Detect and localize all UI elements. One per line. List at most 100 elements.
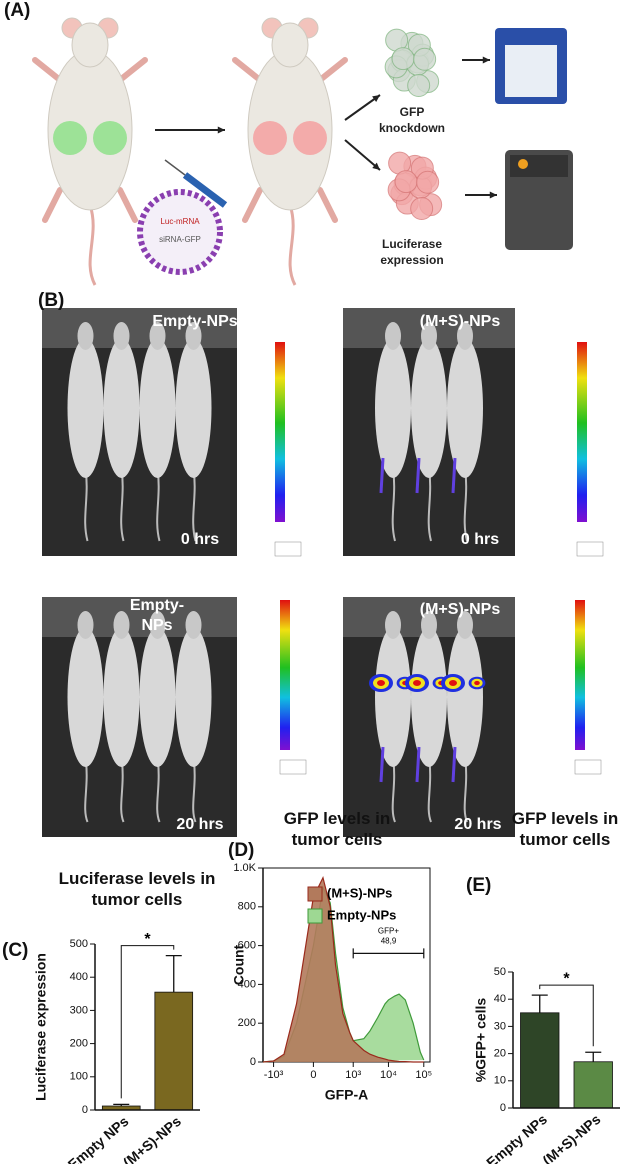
histogram-area [262, 875, 424, 1063]
x-tick-label: (M+S)-NPs [539, 1111, 603, 1164]
error-bar [531, 994, 548, 1013]
mouse-tail [88, 204, 97, 286]
device-window [505, 45, 557, 97]
colorbar [275, 342, 285, 522]
y-tick-label: 30 [494, 1020, 506, 1032]
signal [377, 680, 385, 686]
image-time: 20 hrs [176, 816, 224, 833]
image-group: (M+S)-NPs [419, 313, 501, 330]
image-time: 20 hrs [454, 816, 502, 833]
image-time: 0 hrs [180, 531, 220, 548]
signal [415, 746, 421, 783]
mouse-body [103, 627, 140, 767]
x-axis-label: GFP-A [325, 1087, 369, 1103]
y-tick-label: 0 [82, 1104, 88, 1116]
cell [391, 47, 415, 71]
mouse-head [385, 611, 401, 639]
y-tick-label: 400 [70, 971, 88, 983]
particle-label: Luc-mRNA [160, 217, 200, 226]
cell [394, 170, 418, 194]
arrow-head [217, 126, 225, 134]
bar [154, 991, 194, 1111]
significance-bracket [539, 984, 594, 1047]
significance-label: * [144, 931, 151, 948]
bar [520, 1012, 560, 1109]
x-tick-label: 10⁵ [415, 1069, 432, 1081]
mouse-body [447, 338, 483, 478]
panel-label: (E) [466, 875, 492, 896]
mouse-body [375, 627, 411, 767]
arrow-head [489, 191, 497, 199]
signal [449, 680, 457, 686]
y-tick-label: 400 [238, 978, 256, 990]
mouse-head [421, 322, 437, 350]
x-tick-label: 0 [310, 1069, 316, 1081]
mouse-arms [232, 57, 348, 223]
signal [474, 680, 480, 686]
y-tick-label: 200 [70, 1038, 88, 1050]
y-tick-label: 20 [494, 1048, 506, 1060]
outcome-label: GFP knockdown [378, 105, 445, 135]
x-tick-label: 10³ [345, 1069, 361, 1081]
image-group: (M+S)-NPs [419, 601, 501, 618]
arrow-head [372, 95, 380, 103]
colorbar-legend [574, 759, 602, 775]
syringe [182, 172, 228, 208]
image-time: 0 hrs [460, 531, 500, 548]
panel-label: (D) [228, 840, 255, 861]
device-light [518, 159, 528, 169]
y-tick-label: 800 [238, 901, 256, 913]
mouse-head [457, 322, 473, 350]
legend-swatch [307, 908, 323, 924]
legend-label: (M+S)-NPs [327, 885, 392, 900]
cell [410, 197, 434, 221]
colorbar-legend [576, 541, 604, 557]
colorbar-legend [279, 759, 307, 775]
colorbar [575, 600, 585, 750]
mouse-head [149, 322, 166, 350]
cell [413, 47, 437, 71]
y-tick-label: 600 [238, 940, 256, 952]
y-tick-label: 0 [500, 1102, 506, 1114]
arrow [344, 139, 381, 171]
mouse-head [77, 322, 94, 350]
mouse-head [185, 611, 202, 639]
y-tick-label: 300 [70, 1004, 88, 1016]
particle-label: siRNA-GFP [159, 235, 201, 244]
arrow-head [482, 56, 490, 64]
legend-label: Empty-NPs [327, 907, 396, 922]
tumor [93, 121, 127, 155]
mouse-body [103, 338, 140, 478]
mouse-body [139, 338, 176, 478]
image-group: Empty-NPs [129, 597, 185, 634]
y-tick-label: 500 [70, 938, 88, 950]
y-tick-label: 100 [70, 1071, 88, 1083]
mouse-body [375, 338, 411, 478]
cell [416, 170, 440, 194]
arrow-head [372, 162, 380, 170]
mouse-head [77, 611, 94, 639]
cell [407, 74, 431, 98]
mouse-body [67, 627, 104, 767]
signal [415, 457, 421, 494]
syringe-needle [164, 159, 186, 176]
nanoparticle [137, 189, 223, 275]
tumor [293, 121, 327, 155]
image-background [42, 308, 237, 348]
panel-label: (C) [2, 940, 29, 961]
mouse-head [149, 611, 166, 639]
y-tick-label: 1.0K [233, 862, 256, 874]
gate [352, 948, 425, 959]
panel-label: (A) [4, 0, 31, 21]
image-group: Empty-NPs [152, 313, 238, 330]
mouse-body [175, 627, 212, 767]
y-tick-label: 50 [494, 966, 506, 978]
signal [451, 746, 457, 783]
x-tick-label: -10³ [264, 1069, 284, 1081]
signal [413, 680, 421, 686]
mouse-head [113, 322, 130, 350]
mouse-body [139, 627, 176, 767]
error-bar [585, 1051, 602, 1062]
mouse-head [185, 322, 202, 350]
